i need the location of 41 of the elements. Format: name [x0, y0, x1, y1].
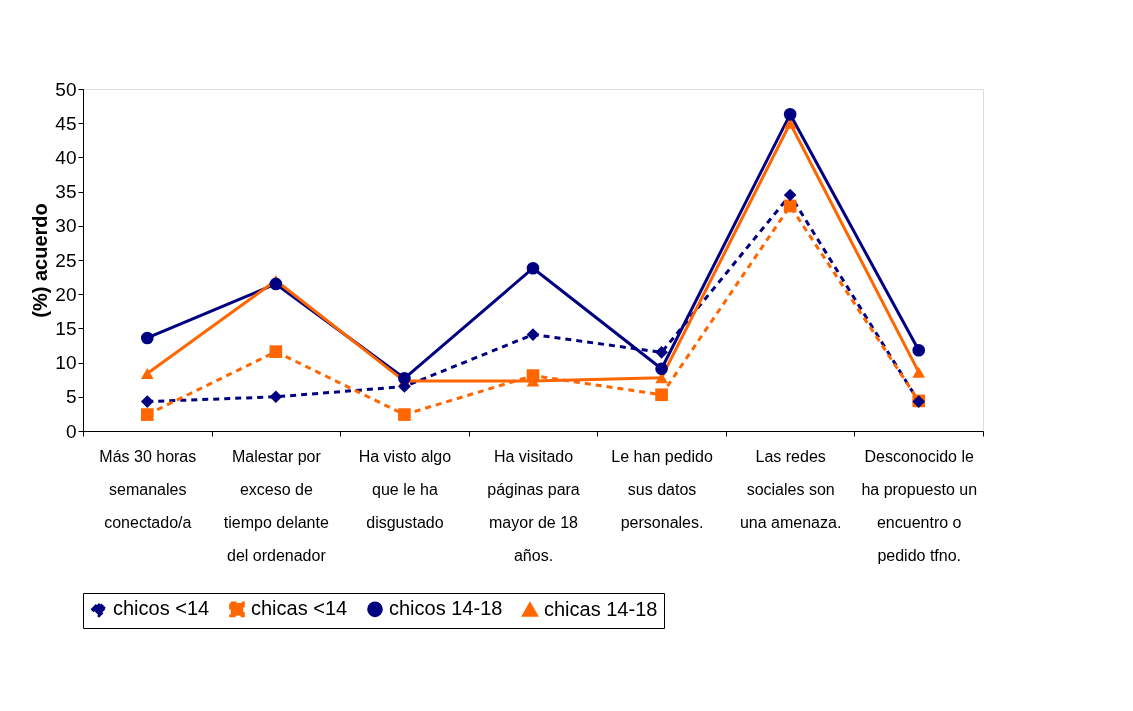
y-tick-label: 5 [65, 386, 77, 408]
point [140, 368, 154, 380]
legend-label: chicos <14 [113, 597, 210, 620]
point [526, 328, 540, 341]
point [140, 408, 154, 421]
y-tick-label: 35 [55, 181, 77, 203]
point [140, 395, 154, 408]
legend-label: chicas 14-18 [544, 597, 658, 620]
point [655, 362, 668, 376]
x-tick-label: Más 30 horas semanales conectado/a [99, 447, 197, 531]
point [526, 369, 540, 382]
y-tick-label: 40 [55, 146, 77, 168]
x-tick-label: Las redes sociales son una amenaza. [739, 447, 842, 531]
y-axis-title: (%) acuerdo [29, 203, 52, 318]
point [912, 366, 926, 378]
point [269, 277, 283, 291]
y-tick-label: 0 [65, 420, 77, 442]
point [269, 345, 283, 358]
point [783, 108, 797, 121]
y-tick-label: 10 [55, 352, 77, 374]
point [655, 346, 668, 359]
point [655, 388, 668, 402]
y-tick-label: 20 [55, 283, 77, 305]
point [783, 188, 797, 202]
legend-label: chicos 14-18 [389, 597, 503, 620]
legend-label: chicas <14 [251, 597, 348, 620]
x-tick-label: Malestar por exceso de tiempo delante del ordenador [223, 447, 329, 564]
point [140, 331, 154, 345]
y-tick-label: 50 [55, 78, 77, 100]
y-tick-label: 15 [55, 317, 77, 339]
point [398, 408, 411, 421]
x-tick-label: Ha visto algo que le ha disgustado [358, 447, 452, 531]
x-tick-label: Desconocido le ha propuesto un encuentro o pedido tfno. [861, 447, 978, 564]
point [912, 343, 926, 357]
y-tick-label: 45 [55, 112, 77, 134]
x-tick-label: Le han pedido sus datos personales. [611, 447, 713, 531]
point [526, 261, 540, 275]
x-tick-label: Ha visitado páginas para mayor de 18 años. [487, 447, 580, 564]
point [269, 390, 283, 404]
y-tick-label: 25 [55, 249, 77, 271]
y-tick-label: 30 [55, 215, 77, 237]
